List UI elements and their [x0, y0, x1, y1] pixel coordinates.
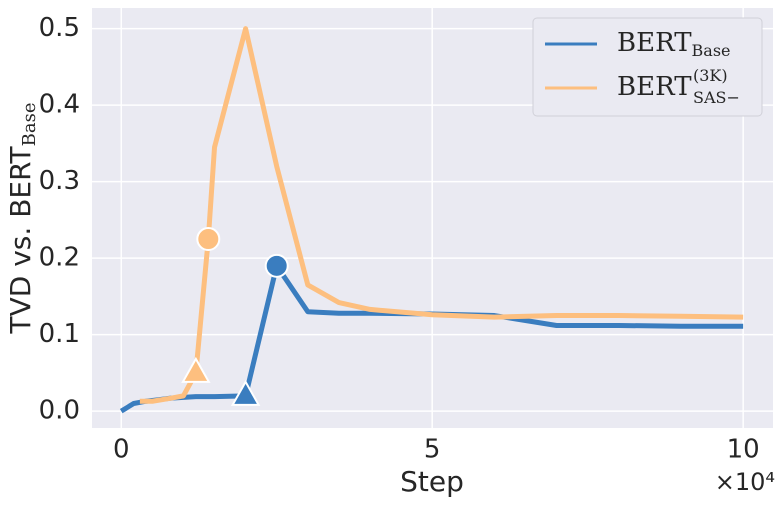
x-axis-label: Step — [400, 465, 464, 498]
y-tick-label: 0.5 — [39, 13, 80, 43]
legend-name: BERT — [617, 28, 692, 58]
legend-label: BERT(3K) SAS− — [617, 66, 740, 107]
series-line — [139, 26, 744, 404]
y-tick-label: 0.0 — [39, 396, 80, 426]
legend-label: BERTBase — [617, 28, 731, 60]
y-label-text: TVD vs. BERT — [4, 145, 37, 334]
legend-superscript: (3K) — [693, 66, 728, 85]
x-scale-label: ×10⁴ — [715, 468, 775, 496]
legend-name: BERT — [617, 72, 692, 102]
y-axis-label: TVD vs. BERTBase — [4, 103, 40, 335]
circle-marker — [264, 253, 289, 278]
circle-marker — [196, 227, 221, 252]
y-label-subscript: Base — [19, 103, 40, 147]
triangle-marker — [181, 356, 211, 383]
x-tick-label: 10 — [727, 435, 760, 465]
legend-subscript: SAS− — [693, 88, 740, 107]
legend-subscript: Base — [692, 41, 731, 60]
y-tick-label: 0.1 — [39, 319, 80, 349]
y-tick-label: 0.4 — [39, 90, 80, 120]
triangle-marker — [230, 379, 261, 406]
x-tick-label: 5 — [424, 435, 441, 465]
y-tick-label: 0.3 — [39, 166, 80, 196]
x-tick-label: 0 — [113, 435, 130, 465]
y-tick-label: 0.2 — [39, 243, 80, 273]
